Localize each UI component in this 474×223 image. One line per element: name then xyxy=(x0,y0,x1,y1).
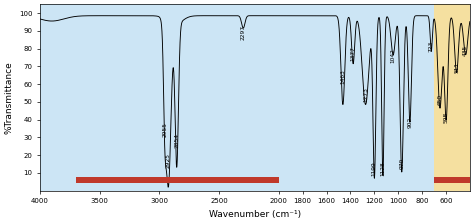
Text: 2955: 2955 xyxy=(162,122,167,137)
Y-axis label: %Transmittance: %Transmittance xyxy=(4,61,13,134)
Text: 1042: 1042 xyxy=(391,48,396,63)
Text: 2925: 2925 xyxy=(166,153,171,167)
Text: 1463: 1463 xyxy=(340,69,346,84)
Text: 1199: 1199 xyxy=(372,162,377,176)
Text: 2297: 2297 xyxy=(241,25,246,40)
Text: 598: 598 xyxy=(444,112,449,123)
X-axis label: Wavenumber (cm⁻¹): Wavenumber (cm⁻¹) xyxy=(209,210,301,219)
Bar xyxy=(40,4,434,191)
Bar xyxy=(434,4,470,191)
Text: 1273: 1273 xyxy=(363,87,368,102)
Text: 511: 511 xyxy=(454,62,459,73)
Text: 2854: 2854 xyxy=(174,133,179,148)
Text: 1377: 1377 xyxy=(351,46,356,61)
Text: 650: 650 xyxy=(438,94,442,105)
Text: 902: 902 xyxy=(407,117,412,128)
Text: 1128: 1128 xyxy=(380,162,385,176)
Text: 970: 970 xyxy=(399,158,404,169)
Text: 435: 435 xyxy=(463,44,468,56)
Text: 723: 723 xyxy=(429,41,434,52)
